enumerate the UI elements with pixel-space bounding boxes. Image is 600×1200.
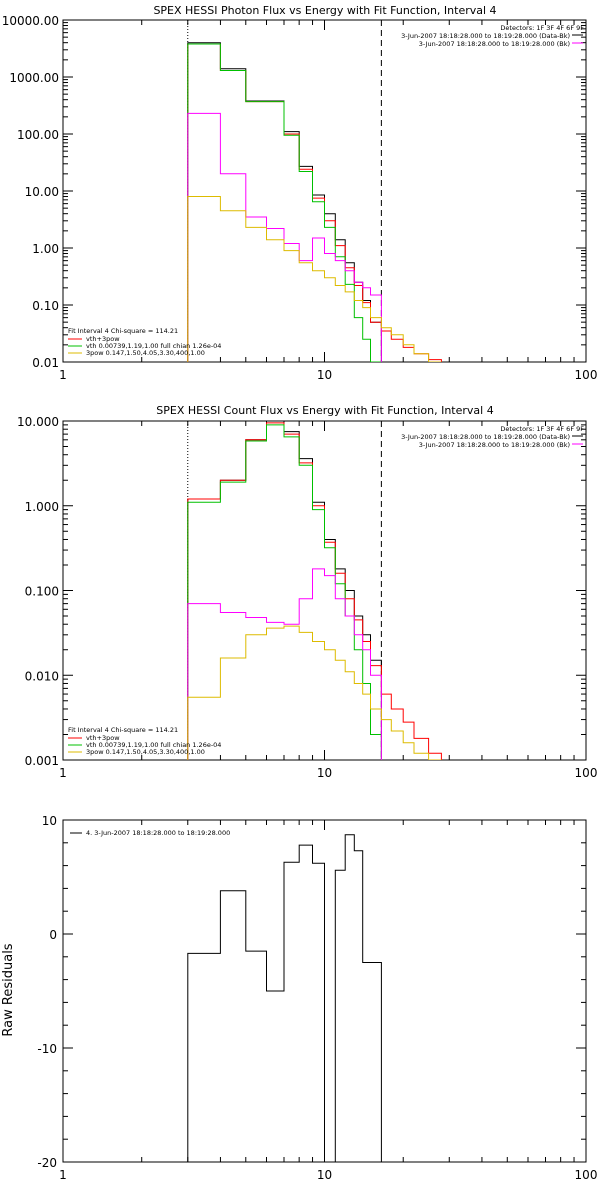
panel2-legend-total: vth+3pow bbox=[86, 734, 120, 742]
panel2-series-data-bk bbox=[187, 421, 382, 760]
panel3-xtick-label-100: 100 bbox=[575, 1168, 598, 1182]
panel2-plot-frame bbox=[62, 420, 587, 761]
panel3-ytick-label-10: 10 bbox=[42, 814, 57, 828]
count-flux-panel: SPEX HESSI Count Flux vs Energy with Fit… bbox=[17, 404, 597, 780]
panel2-xtick-label-100: 100 bbox=[575, 766, 598, 780]
panel2-title: SPEX HESSI Count Flux vs Energy with Fit… bbox=[156, 404, 493, 417]
panel2-legend-top-right: Detectors: 1F 3F 4F 6F 9F 3-Jun-2007 18:… bbox=[401, 425, 584, 449]
panel1-legend-vth: vth 0.00739,1.19,1.00 full chian 1.26e-0… bbox=[86, 342, 221, 350]
panel1-ytick-label: 100.00 bbox=[17, 128, 59, 142]
panel1-series-total-fit bbox=[187, 43, 442, 362]
panel1-legend-fit: Fit Interval 4 Chi-square = 114.21 bbox=[68, 327, 178, 335]
panel1-legend-3pow: 3pow 0.147,1.50,4.05,3.30,400,1.00 bbox=[86, 349, 205, 357]
panel1-series-3pow bbox=[187, 196, 442, 362]
panel3-xtick-label-10: 10 bbox=[317, 1168, 332, 1182]
panel2-series-3pow bbox=[187, 625, 442, 760]
panel1-title: SPEX HESSI Photon Flux vs Energy with Fi… bbox=[153, 4, 496, 17]
panel1-legend-bottom-left: Fit Interval 4 Chi-square = 114.21 vth+3… bbox=[68, 327, 221, 357]
panel1-ytick-label: 0.01 bbox=[32, 356, 59, 370]
panel1-ytick-label: 1.00 bbox=[32, 242, 59, 256]
panel2-ytick-label: 10.000 bbox=[17, 415, 59, 429]
panel1-ytick-label: 10.00 bbox=[25, 185, 59, 199]
panel1-series bbox=[187, 42, 442, 362]
panel3-series bbox=[187, 834, 382, 1162]
panel2-axes: 1 10 100 10.000 1.000 0.100 0.010 0.001 bbox=[17, 415, 597, 780]
panel1-legend-top-right: Detectors: 1F 3F 4F 6F 9F 3-Jun-2007 18:… bbox=[401, 24, 584, 48]
panel3-ytick-label--10: -10 bbox=[37, 1042, 57, 1056]
panel1-series-background bbox=[187, 112, 382, 362]
panel2-legend-detectors: Detectors: 1F 3F 4F 6F 9F bbox=[500, 425, 584, 433]
panel3-series-data-bk bbox=[187, 834, 382, 1162]
panel1-legend-data-bk: 3-Jun-2007 18:18:28.000 to 18:19:28.000 … bbox=[401, 32, 570, 40]
panel2-legend-bk: 3-Jun-2007 18:18:28.000 to 18:19:28.000 … bbox=[419, 441, 570, 449]
panel2-ytick-label: 1.000 bbox=[25, 500, 59, 514]
panel3-xtick-label-1: 1 bbox=[59, 1168, 67, 1182]
panel2-legend-bottom-left: Fit Interval 4 Chi-square = 114.21 vth+3… bbox=[68, 726, 221, 756]
panel1-xtick-label-10: 10 bbox=[317, 368, 332, 382]
panel3-legend: 4. 3-Jun-2007 18:18:28.000 to 18:19:28.0… bbox=[70, 829, 230, 837]
panel1-xtick-label-100: 100 bbox=[575, 368, 598, 382]
panel1-legend-detectors: Detectors: 1F 3F 4F 6F 9F bbox=[500, 24, 584, 32]
panel2-series-background bbox=[187, 568, 382, 760]
panel1-ytick-label: 10000.00 bbox=[2, 14, 59, 28]
panel1-legend-bk: 3-Jun-2007 18:18:28.000 to 18:19:28.000 … bbox=[419, 40, 570, 48]
panel2-ytick-label: 0.001 bbox=[25, 754, 59, 768]
panel1-plot-frame bbox=[62, 19, 587, 363]
photon-flux-panel: SPEX HESSI Photon Flux vs Energy with Fi… bbox=[2, 4, 598, 382]
panel1-ytick-label: 0.10 bbox=[32, 299, 59, 313]
panel1-series-data-bk bbox=[187, 42, 382, 362]
panel2-series-total-fit bbox=[187, 422, 442, 760]
panel2-legend-fit: Fit Interval 4 Chi-square = 114.21 bbox=[68, 726, 178, 734]
panel3-legend-label: 4. 3-Jun-2007 18:18:28.000 to 18:19:28.0… bbox=[86, 829, 230, 837]
panel2-series bbox=[187, 421, 442, 760]
panel1-series-vth bbox=[187, 43, 382, 362]
panel2-legend-vth: vth 0.00739,1.19,1.00 full chian 1.26e-0… bbox=[86, 741, 221, 749]
panel1-xtick-label-1: 1 bbox=[59, 368, 67, 382]
panel2-xtick-label-10: 10 bbox=[317, 766, 332, 780]
panel3-ytick-label-0: 0 bbox=[49, 928, 57, 942]
panel2-xtick-label-1: 1 bbox=[59, 766, 67, 780]
panel2-legend-data-bk: 3-Jun-2007 18:18:28.000 to 18:19:28.000 … bbox=[401, 433, 570, 441]
panel2-ytick-label: 0.010 bbox=[25, 669, 59, 683]
panel3-ylabel: Raw Residuals bbox=[1, 943, 16, 1036]
panel1-axes: 1 10 100 10000.00 1000.00 100.00 10.00 1.00 0.10… bbox=[2, 14, 598, 382]
panel2-ytick-label: 0.100 bbox=[25, 585, 59, 599]
panel1-legend-total: vth+3pow bbox=[86, 335, 120, 343]
panel3-ytick-label--20: -20 bbox=[37, 1156, 57, 1170]
panel1-ytick-label: 1000.00 bbox=[9, 71, 59, 85]
panel2-legend-3pow: 3pow 0.147,1.50,4.05,3.30,400,1.00 bbox=[86, 748, 205, 756]
panel2-series-vth bbox=[187, 424, 382, 760]
